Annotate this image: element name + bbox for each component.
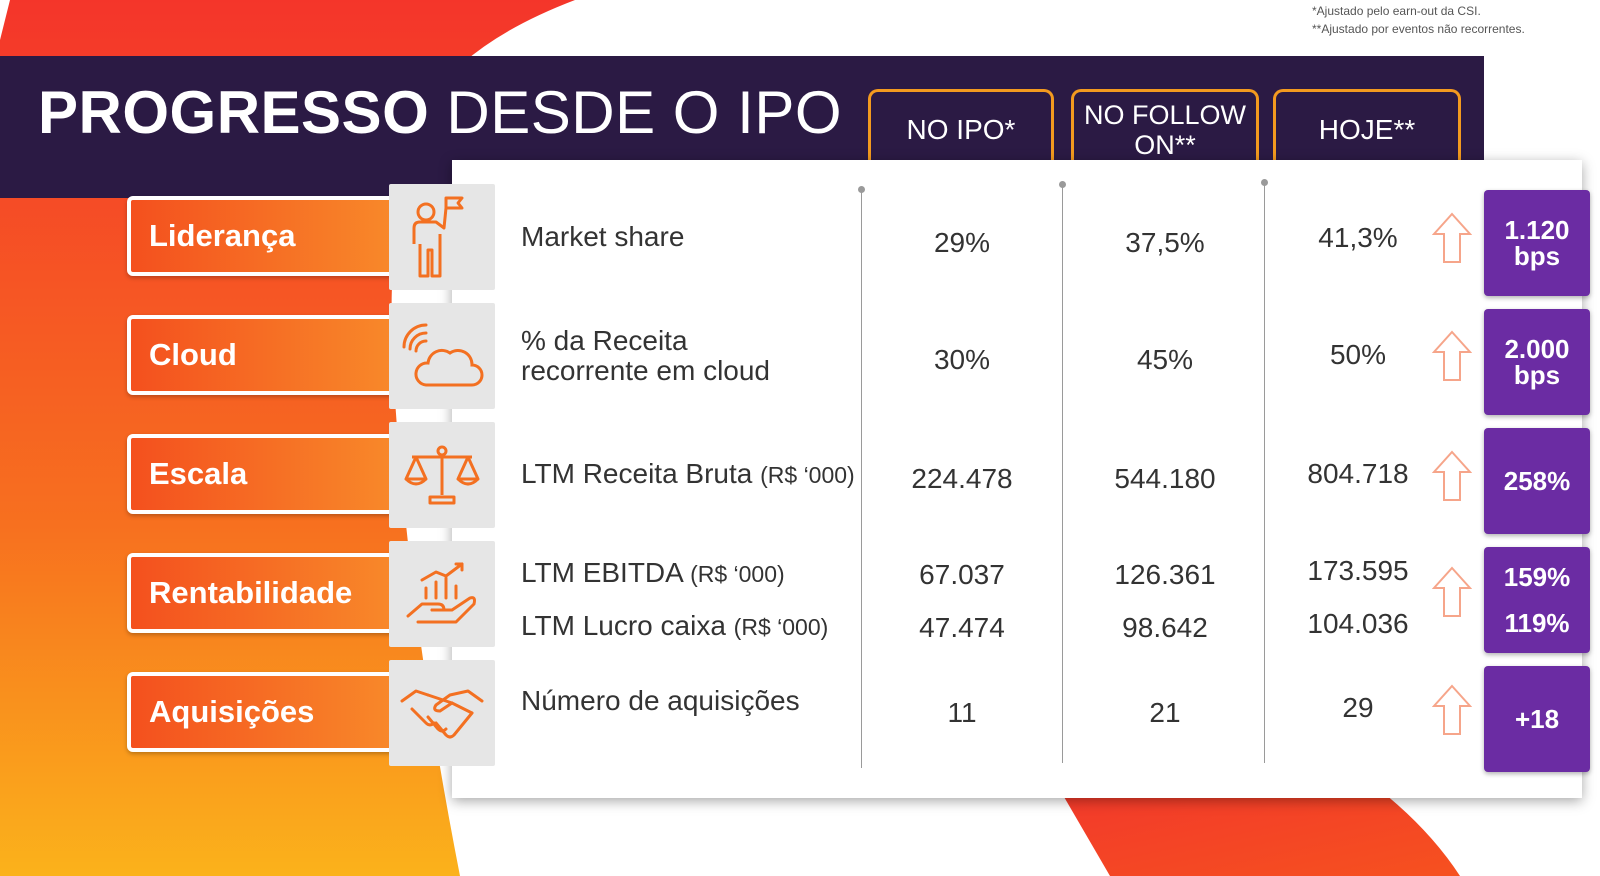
- balance-scale-icon: [404, 445, 480, 505]
- value-hoje: 41,3%: [1318, 222, 1398, 253]
- column-divider: [1059, 181, 1066, 763]
- change-badge: 159% 119%: [1484, 547, 1590, 653]
- arrow-up-icon: [1432, 566, 1472, 617]
- icon-box: [389, 184, 495, 290]
- value-follow-on: 37,5%: [1125, 227, 1205, 258]
- metric-label: Número de aquisições: [521, 685, 800, 716]
- cloud-signal-icon: [402, 323, 484, 387]
- column-header-ipo: NO IPO*: [868, 89, 1054, 167]
- value-ipo: 11: [947, 697, 977, 728]
- footnote-ipo: *Ajustado pelo earn-out da CSI.: [1312, 4, 1481, 18]
- change-badge: 258%: [1484, 428, 1590, 534]
- metric-label: Market share: [521, 221, 685, 252]
- value-hoje: 173.595: [1307, 555, 1409, 586]
- icon-box: [389, 541, 495, 647]
- hand-growth-chart-icon: [406, 562, 476, 624]
- category-aquisicoes: Aquisições: [127, 672, 403, 752]
- icon-box: [389, 303, 495, 409]
- arrow-up-icon: [1432, 450, 1472, 501]
- value-hoje-secondary: 104.036: [1307, 608, 1409, 639]
- value-follow-on-secondary: 98.642: [1122, 612, 1208, 643]
- icon-box: [389, 422, 495, 528]
- value-follow-on: 126.361: [1114, 559, 1216, 590]
- category-escala: Escala: [127, 434, 403, 514]
- value-hoje: 29: [1342, 692, 1374, 723]
- value-ipo-secondary: 47.474: [919, 612, 1005, 643]
- page-title-light: DESDE O IPO: [446, 79, 843, 146]
- value-follow-on: 45%: [1136, 344, 1194, 375]
- value-hoje: 50%: [1329, 339, 1387, 370]
- category-rentabilidade: Rentabilidade: [127, 553, 403, 633]
- column-divider: [1261, 179, 1268, 763]
- value-hoje: 804.718: [1307, 458, 1409, 489]
- category-cloud: Cloud: [127, 315, 403, 395]
- footnotes: *Ajustado pelo earn-out da CSI. **Ajusta…: [1312, 2, 1592, 38]
- value-ipo: 224.478: [911, 463, 1013, 494]
- footnote-follow-on: **Ajustado por eventos não recorrentes.: [1312, 22, 1525, 36]
- value-ipo: 29%: [933, 227, 991, 258]
- metric-label: LTM EBITDA (R$ ‘000): [521, 557, 785, 588]
- column-divider: [858, 186, 865, 768]
- column-header-follow-on: NO FOLLOW ON**: [1071, 89, 1259, 167]
- value-follow-on: 544.180: [1114, 463, 1216, 494]
- metric-label-secondary: LTM Lucro caixa (R$ ‘000): [521, 610, 829, 641]
- arrow-up-icon: [1432, 330, 1472, 381]
- page-title-bold: PROGRESSO: [38, 79, 430, 146]
- change-badge: 1.120 bps: [1484, 190, 1590, 296]
- leader-flag-icon: [412, 196, 464, 278]
- value-ipo: 30%: [933, 344, 991, 375]
- change-badge: +18: [1484, 666, 1590, 772]
- column-header-hoje: HOJE**: [1273, 89, 1461, 167]
- change-badge: 2.000 bps: [1484, 309, 1590, 415]
- icon-box: [389, 660, 495, 766]
- value-follow-on: 21: [1149, 697, 1181, 728]
- metric-label: LTM Receita Bruta (R$ ‘000): [521, 458, 855, 489]
- handshake-icon: [400, 689, 484, 739]
- arrow-up-icon: [1432, 684, 1472, 735]
- value-ipo: 67.037: [919, 559, 1005, 590]
- data-panel: [452, 160, 1582, 798]
- page-title: PROGRESSO DESDE O IPO: [38, 78, 842, 147]
- category-lideranca: Liderança: [127, 196, 403, 276]
- arrow-up-icon: [1432, 212, 1472, 263]
- metric-label: % da Receita recorrente em cloud: [521, 325, 771, 386]
